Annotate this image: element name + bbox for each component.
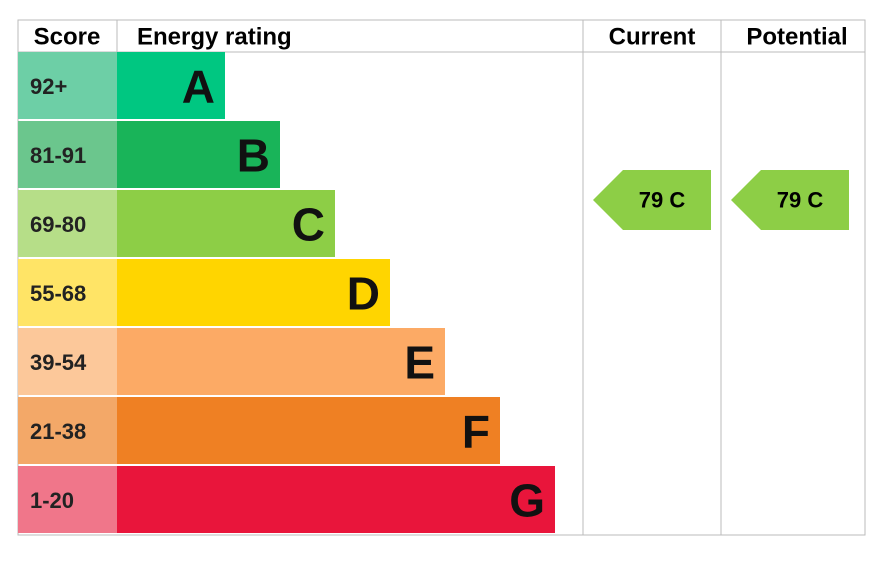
score-cell [18,328,117,395]
rating-bar [117,190,335,257]
score-label: 39-54 [30,350,87,375]
rating-bar [117,52,225,119]
rating-bar [117,328,445,395]
score-cell [18,121,117,188]
rating-bar [117,121,280,188]
current-label: 79 C [639,188,686,213]
score-label: 81-91 [30,143,86,168]
score-label: 21-38 [30,419,86,444]
rating-bar [117,259,390,326]
score-cell [18,259,117,326]
potential-label: 79 C [777,188,824,213]
rating-bar [117,466,555,533]
header-potential: Potential [746,24,847,51]
header-score: Score [34,24,101,51]
score-cell [18,466,117,533]
score-label: 55-68 [30,281,86,306]
rating-letter: F [462,406,490,458]
header-current: Current [609,24,696,51]
score-cell [18,52,117,119]
rating-bar [117,397,500,464]
score-label: 1-20 [30,488,74,513]
rating-letter: C [292,199,325,251]
header-energy: Energy rating [137,24,292,51]
rating-letter: A [182,61,215,113]
current-arrow [593,170,711,230]
rating-letter: D [347,268,380,320]
score-cell [18,397,117,464]
rating-letter: G [509,475,545,527]
score-cell [18,190,117,257]
rating-letter: B [237,130,270,182]
potential-arrow [731,170,849,230]
rating-letter: E [404,337,435,389]
score-label: 92+ [30,74,67,99]
score-label: 69-80 [30,212,86,237]
